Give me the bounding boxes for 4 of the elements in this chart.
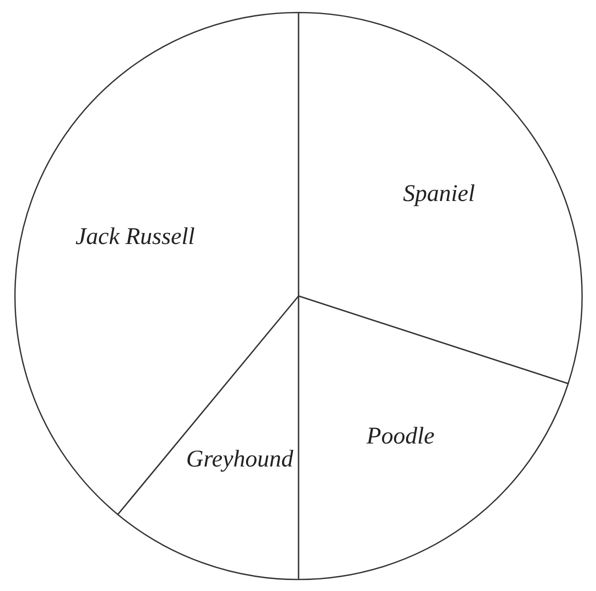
slice-label: Greyhound <box>186 446 294 473</box>
slice-label: Spaniel <box>402 180 476 207</box>
slice-label: Poodle <box>366 424 435 450</box>
slice-label: Jack Russell <box>76 224 196 250</box>
